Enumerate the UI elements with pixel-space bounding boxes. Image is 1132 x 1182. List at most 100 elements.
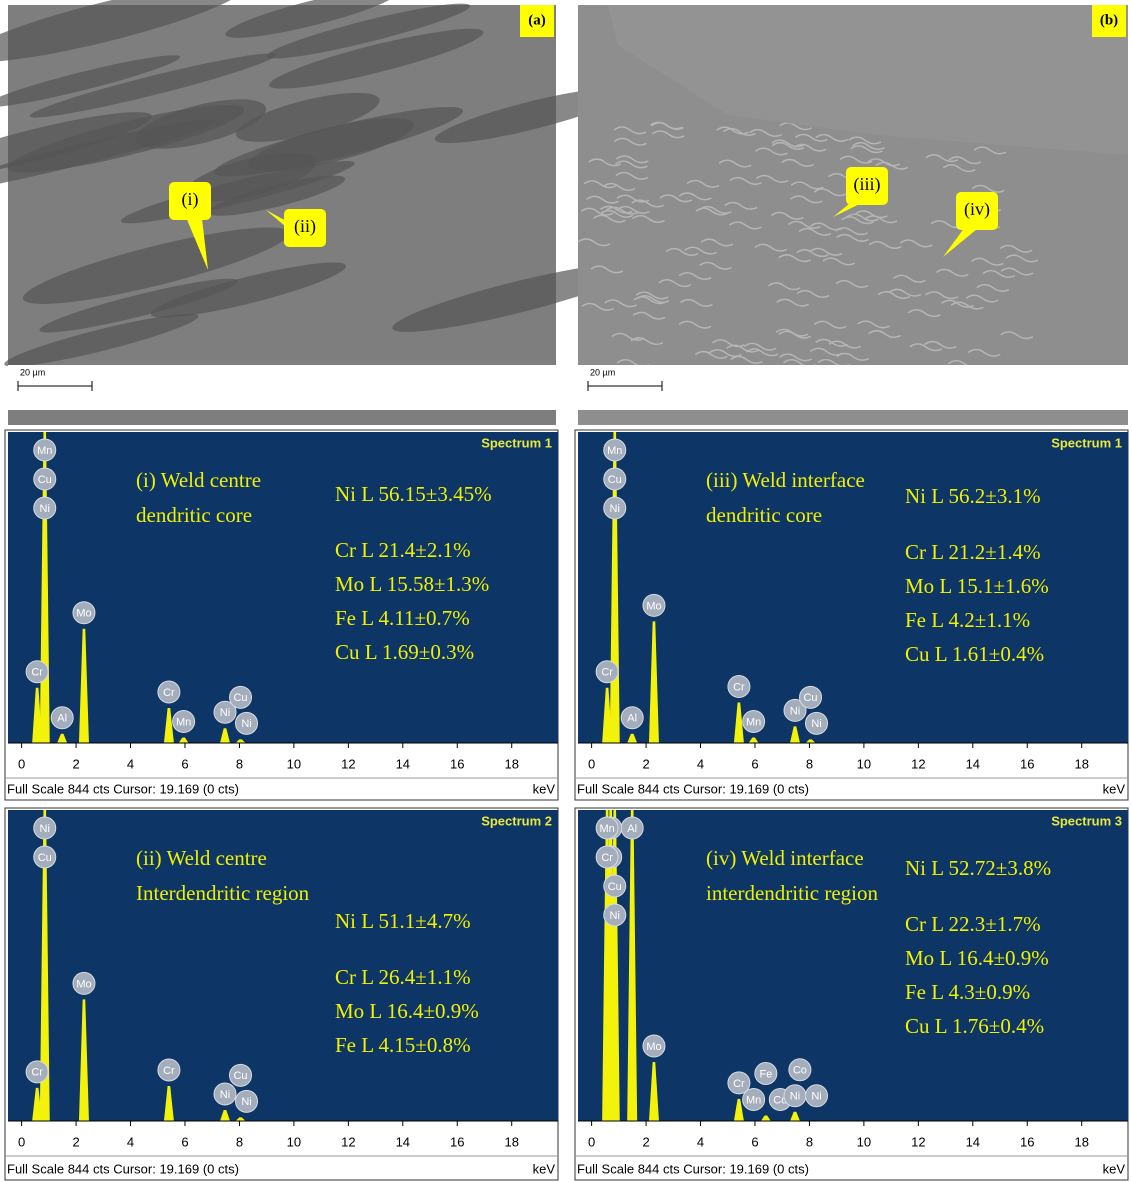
peak-label: Cr bbox=[163, 687, 175, 699]
scale-bar-strip bbox=[578, 365, 1128, 410]
peak-label: Cr bbox=[163, 1065, 175, 1077]
spectrum-panel: Spectrum 1MnCuNiMoCrAlCrMnNiNiCu(iii) We… bbox=[575, 430, 1128, 800]
composition: Mo L 15.58±1.3% bbox=[335, 572, 489, 596]
x-tick-label: 12 bbox=[911, 1134, 925, 1149]
x-tick-label: 18 bbox=[504, 1134, 518, 1149]
spectrum-title: Spectrum 1 bbox=[481, 435, 552, 450]
page: {"images": [ {"label": "(a)", "markers":… bbox=[0, 0, 1132, 1182]
x-tick-label: 14 bbox=[396, 1134, 410, 1149]
composition: Cu L 1.69±0.3% bbox=[335, 640, 474, 664]
x-tick-label: 16 bbox=[450, 756, 464, 771]
x-tick-label: 2 bbox=[72, 756, 79, 771]
x-tick-label: 16 bbox=[1020, 1134, 1034, 1149]
peak-label: Ni bbox=[610, 503, 620, 515]
plot-area bbox=[8, 810, 558, 1121]
peak-label: Ni bbox=[790, 705, 800, 717]
spectrum-title: Spectrum 2 bbox=[481, 813, 552, 828]
x-tick-label: 8 bbox=[236, 1134, 243, 1149]
annotation: (i) Weld centre bbox=[136, 468, 261, 492]
annotation: dendritic core bbox=[136, 503, 252, 527]
peak-label: Cr bbox=[601, 852, 613, 864]
footer: Full Scale 844 cts Cursor: 19.169 (0 cts… bbox=[7, 781, 239, 796]
x-tick-label: 0 bbox=[588, 1134, 595, 1149]
footer: Full Scale 844 cts Cursor: 19.169 (0 cts… bbox=[577, 1161, 809, 1176]
x-tick-label: 2 bbox=[642, 756, 649, 771]
panel-label: (a) bbox=[528, 12, 546, 28]
x-tick-label: 10 bbox=[287, 756, 301, 771]
composition: Ni L 56.2±3.1% bbox=[905, 484, 1041, 508]
x-tick-label: 0 bbox=[18, 1134, 25, 1149]
peak-label: Mn bbox=[746, 1094, 761, 1106]
annotation: Interdendritic region bbox=[136, 881, 310, 905]
composition: Mo L 16.4±0.9% bbox=[335, 999, 479, 1023]
composition: Mo L 15.1±1.6% bbox=[905, 574, 1049, 598]
x-tick-label: 12 bbox=[911, 756, 925, 771]
peak-label: Ni bbox=[241, 718, 251, 730]
peak-label: Cu bbox=[608, 474, 622, 486]
x-tick-label: 4 bbox=[697, 756, 704, 771]
x-tick-label: 10 bbox=[857, 1134, 871, 1149]
peak-label: Mo bbox=[646, 600, 661, 612]
composition: Ni L 52.72±3.8% bbox=[905, 856, 1051, 880]
peak-label: Cu bbox=[38, 852, 52, 864]
x-tick-label: 18 bbox=[504, 756, 518, 771]
x-tick-label: 14 bbox=[396, 756, 410, 771]
peak-label: Co bbox=[793, 1065, 807, 1077]
x-tick-label: 4 bbox=[697, 1134, 704, 1149]
peak-label: Cu bbox=[38, 474, 52, 486]
peak-label: Mn bbox=[37, 445, 52, 457]
x-tick-label: 10 bbox=[857, 756, 871, 771]
sem-image: 20 µm(b)(iii)(iv) bbox=[578, 5, 1128, 425]
peak-label: Cr bbox=[733, 1078, 745, 1090]
peak-label: Mn bbox=[599, 823, 614, 835]
panel-label: (b) bbox=[1100, 12, 1118, 28]
marker-label: (iii) bbox=[854, 174, 881, 195]
composition: Cu L 1.61±0.4% bbox=[905, 642, 1044, 666]
composition: Cr L 21.4±2.1% bbox=[335, 538, 471, 562]
x-tick-label: 4 bbox=[127, 756, 134, 771]
x-tick-label: 4 bbox=[127, 1134, 134, 1149]
x-tick-label: 18 bbox=[1074, 1134, 1088, 1149]
annotation: dendritic core bbox=[706, 503, 822, 527]
peak-label: Al bbox=[57, 713, 67, 725]
peak-label: Al bbox=[627, 713, 637, 725]
peak-label: Cu bbox=[233, 1070, 247, 1082]
peak-label: Cr bbox=[733, 681, 745, 693]
spectrum-panel: Spectrum 3AlCoFeCuMnNiCrMoCrMnFeCoNiCoNi… bbox=[575, 808, 1128, 1180]
x-tick-label: 8 bbox=[806, 756, 813, 771]
x-tick-label: 14 bbox=[966, 756, 980, 771]
composition: Fe L 4.2±1.1% bbox=[905, 608, 1030, 632]
x-tick-label: 10 bbox=[287, 1134, 301, 1149]
peak-label: Mn bbox=[176, 716, 191, 728]
x-axis-label: keV bbox=[1103, 1161, 1126, 1176]
annotation: (iv) Weld interface bbox=[706, 846, 864, 870]
x-tick-label: 6 bbox=[181, 756, 188, 771]
peak-label: Ni bbox=[220, 707, 230, 719]
peak-label: Fe bbox=[759, 1068, 772, 1080]
sem-image: 20 µm(a)(i)(ii) bbox=[0, 0, 643, 425]
peak-label: Cr bbox=[31, 667, 43, 679]
spectrum-title: Spectrum 1 bbox=[1051, 435, 1122, 450]
scale-bar-label: 20 µm bbox=[20, 367, 45, 377]
x-tick-label: 2 bbox=[72, 1134, 79, 1149]
composition: Mo L 16.4±0.9% bbox=[905, 946, 1049, 970]
peak-label: Cr bbox=[601, 667, 613, 679]
peak-label: Cu bbox=[608, 881, 622, 893]
x-axis-label: keV bbox=[533, 781, 556, 796]
annotation: (ii) Weld centre bbox=[136, 846, 267, 870]
x-tick-label: 18 bbox=[1074, 756, 1088, 771]
x-tick-label: 14 bbox=[966, 1134, 980, 1149]
composition: Fe L 4.15±0.8% bbox=[335, 1033, 471, 1057]
peak-label: Ni bbox=[811, 1091, 821, 1103]
x-tick-label: 0 bbox=[588, 756, 595, 771]
scale-bar-strip bbox=[8, 365, 556, 410]
composition: Fe L 4.11±0.7% bbox=[335, 606, 470, 630]
composition: Cr L 21.2±1.4% bbox=[905, 540, 1041, 564]
annotation: (iii) Weld interface bbox=[706, 468, 865, 492]
peak-label: Mo bbox=[76, 978, 91, 990]
composition: Cr L 26.4±1.1% bbox=[335, 965, 471, 989]
sem-background bbox=[8, 5, 556, 425]
peak-label: Ni bbox=[610, 910, 620, 922]
peak-label: Ni bbox=[220, 1089, 230, 1101]
peak-label: Mn bbox=[607, 445, 622, 457]
